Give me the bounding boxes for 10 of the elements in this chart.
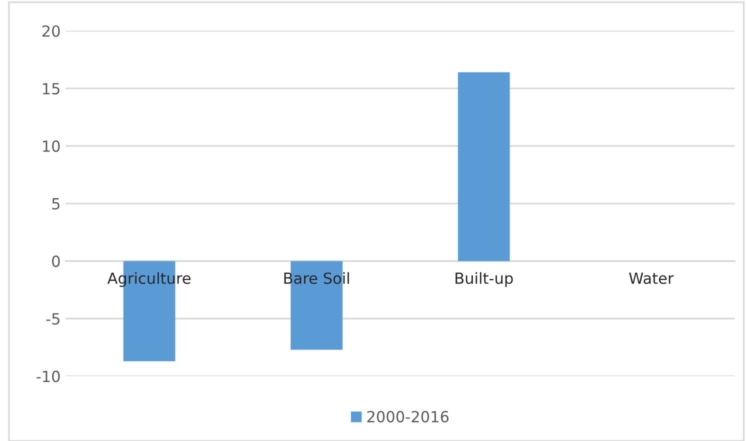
y-tick-label: -5 bbox=[46, 313, 60, 325]
y-tick-label: -10 bbox=[36, 370, 60, 382]
x-tick-label: Built-up bbox=[456, 272, 513, 287]
y-tick-label: 5 bbox=[52, 198, 60, 210]
legend-label: 2000-2016 bbox=[367, 410, 449, 422]
y-tick-label: 15 bbox=[43, 83, 60, 94]
y-tick-label: 20 bbox=[42, 25, 60, 37]
x-tick-label: Water bbox=[629, 272, 674, 284]
y-tick-label: 10 bbox=[43, 140, 60, 152]
y-tick-label: 0 bbox=[52, 256, 60, 268]
